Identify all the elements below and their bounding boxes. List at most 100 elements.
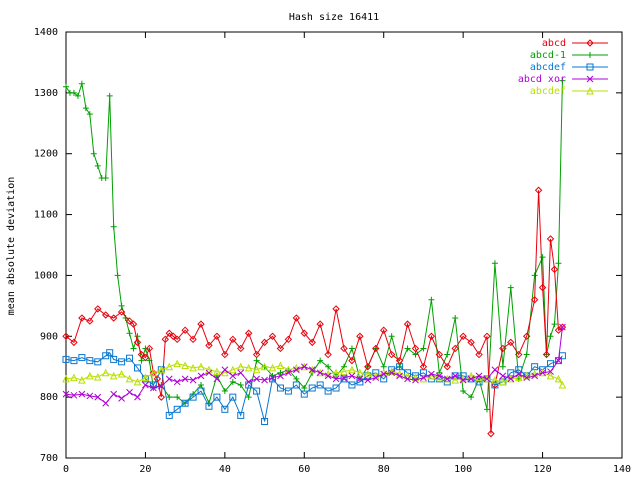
data-point <box>221 388 228 395</box>
data-point <box>364 369 372 378</box>
data-point <box>181 361 189 369</box>
series-0 <box>62 186 567 438</box>
data-point <box>554 374 563 383</box>
data-point <box>205 369 213 377</box>
data-point <box>491 381 499 389</box>
data-point <box>157 393 166 401</box>
data-point <box>547 368 554 375</box>
data-point <box>94 305 102 313</box>
data-point <box>483 374 491 383</box>
data-point <box>542 350 551 359</box>
data-point <box>308 338 316 347</box>
axes: 0 20 40 60 80 100 120 140 700 800 900 1000 1100 1200 1… <box>34 27 631 475</box>
data-point <box>244 363 253 372</box>
data-point <box>94 358 102 366</box>
data-point <box>181 375 189 383</box>
data-point <box>78 80 85 87</box>
data-point <box>555 357 562 364</box>
data-point <box>197 362 205 371</box>
data-point <box>138 357 145 364</box>
y-tick-label: 1300 <box>34 88 58 99</box>
data-point <box>555 260 562 267</box>
data-point <box>411 344 420 353</box>
data-point <box>153 375 162 383</box>
data-point <box>117 308 126 316</box>
data-point <box>109 314 118 322</box>
data-point <box>332 384 340 392</box>
data-point <box>189 393 197 401</box>
data-point <box>356 368 364 377</box>
data-point <box>133 338 142 347</box>
data-point <box>70 338 78 347</box>
data-point <box>403 320 412 328</box>
data-point <box>515 370 523 378</box>
data-point <box>523 351 530 358</box>
data-point <box>451 344 459 353</box>
data-point <box>412 351 419 358</box>
data-point <box>126 330 133 337</box>
data-point <box>86 357 94 365</box>
data-point <box>515 366 523 374</box>
data-point <box>169 332 177 340</box>
data-point <box>252 350 261 359</box>
data-point <box>316 381 324 389</box>
data-point <box>205 402 213 410</box>
data-point <box>551 321 558 328</box>
data-point <box>372 344 380 353</box>
data-point <box>213 375 221 383</box>
data-point <box>435 372 443 380</box>
data-point <box>165 362 174 371</box>
data-point <box>356 375 364 383</box>
data-point <box>301 385 308 392</box>
data-point <box>106 349 114 357</box>
data-point <box>252 365 261 374</box>
data-point <box>74 92 81 99</box>
series-line <box>65 190 563 434</box>
data-point <box>189 335 197 344</box>
data-point <box>157 365 166 374</box>
data-point <box>63 83 69 90</box>
y-tick-label: 1100 <box>34 210 58 221</box>
data-point <box>546 235 555 243</box>
legend-marker <box>586 75 594 83</box>
legend-label: abcdef <box>530 62 566 73</box>
data-point <box>197 320 205 328</box>
data-point <box>229 393 237 401</box>
data-point <box>277 369 284 376</box>
data-point <box>142 381 149 389</box>
data-point <box>530 296 539 304</box>
data-point <box>284 335 293 344</box>
data-point <box>82 105 89 112</box>
data-point <box>285 369 292 377</box>
data-point <box>316 320 324 328</box>
data-point <box>443 374 452 383</box>
data-point <box>229 335 237 344</box>
data-point <box>62 390 70 398</box>
data-point <box>114 272 121 279</box>
data-point <box>173 335 181 344</box>
data-point <box>78 390 86 398</box>
data-point <box>197 387 205 395</box>
legend-marker <box>586 39 594 47</box>
data-point <box>356 332 364 340</box>
data-point <box>506 374 515 383</box>
data-point <box>126 354 134 362</box>
data-point <box>197 372 205 380</box>
data-point <box>499 377 507 386</box>
data-point <box>387 350 396 359</box>
data-point <box>198 381 205 388</box>
data-point <box>181 399 189 407</box>
data-point <box>412 376 419 384</box>
data-point <box>245 394 252 401</box>
data-point <box>229 378 236 385</box>
data-point <box>388 369 396 377</box>
data-point <box>340 344 348 353</box>
y-tick-label: 1200 <box>34 149 58 160</box>
data-point <box>118 395 125 402</box>
data-point <box>221 368 229 377</box>
data-point <box>300 362 309 371</box>
data-point <box>125 317 134 325</box>
data-point <box>324 372 332 380</box>
data-point <box>93 372 102 381</box>
